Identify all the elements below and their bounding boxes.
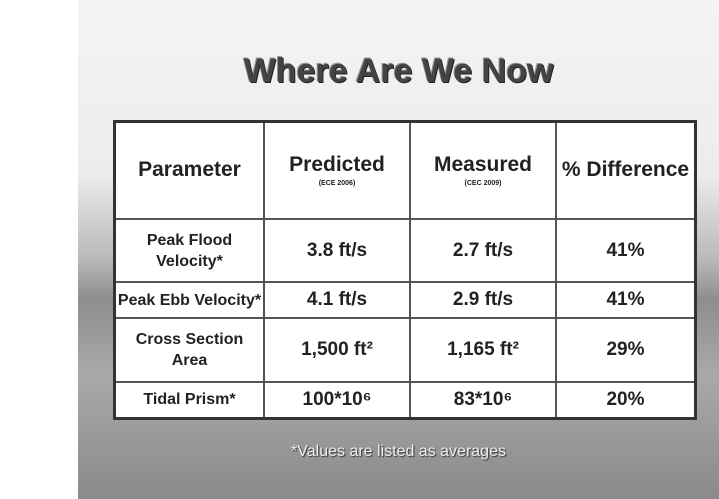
value-cell: 4.1 ft/s [263,281,411,320]
table-row: Cross Section Area 1,500 ft² 1,165 ft² 29% [113,317,697,383]
slide-title: Where Are We Now [243,52,554,90]
table-row: Tidal Prism* 100*10⁶ 83*10⁶ 20% [113,380,697,420]
header-cell: Measured (CEC 2009) [409,120,557,220]
header-row: Parameter Predicted (ECE 2006) Measured (C… [113,120,697,220]
value-cell: 100*10⁶ [263,380,411,420]
header-cell: Parameter [113,120,265,220]
value-cell: 3.8 ft/s [263,217,411,284]
value-cell: 2.9 ft/s [409,281,557,320]
value-cell: 41% [555,281,697,320]
parameter-cell: Peak Flood Velocity* [113,217,265,284]
slide: Where Are We Now Parameter Predicted (ECE… [78,0,719,499]
header-text: Measured [433,153,533,177]
parameter-cell: Cross Section Area [113,317,265,383]
value-cell: 41% [555,217,697,284]
footnote: *Values are listed as averages [291,443,506,460]
header-cell: Predicted (ECE 2006) [263,120,411,220]
table-row: Peak Ebb Velocity* 4.1 ft/s 2.9 ft/s 41% [113,281,697,320]
value-cell: 83*10⁶ [409,380,557,420]
header-text: Predicted [289,153,385,177]
data-table: Parameter Predicted (ECE 2006) Measured (C… [113,120,697,420]
header-text: Parameter [138,158,241,182]
value-cell: 1,500 ft² [263,317,411,383]
parameter-cell: Peak Ebb Velocity* [113,281,265,320]
value-cell: 1,165 ft² [409,317,557,383]
value-cell: 20% [555,380,697,420]
header-text: % Difference [561,158,690,182]
header-source: (CEC 2009) [464,180,502,188]
table-row: Peak Flood Velocity* 3.8 ft/s 2.7 ft/s 41% [113,217,697,284]
header-source: (ECE 2006) [318,180,356,188]
value-cell: 29% [555,317,697,383]
parameter-cell: Tidal Prism* [113,380,265,420]
header-cell: % Difference [555,120,697,220]
value-cell: 2.7 ft/s [409,217,557,284]
